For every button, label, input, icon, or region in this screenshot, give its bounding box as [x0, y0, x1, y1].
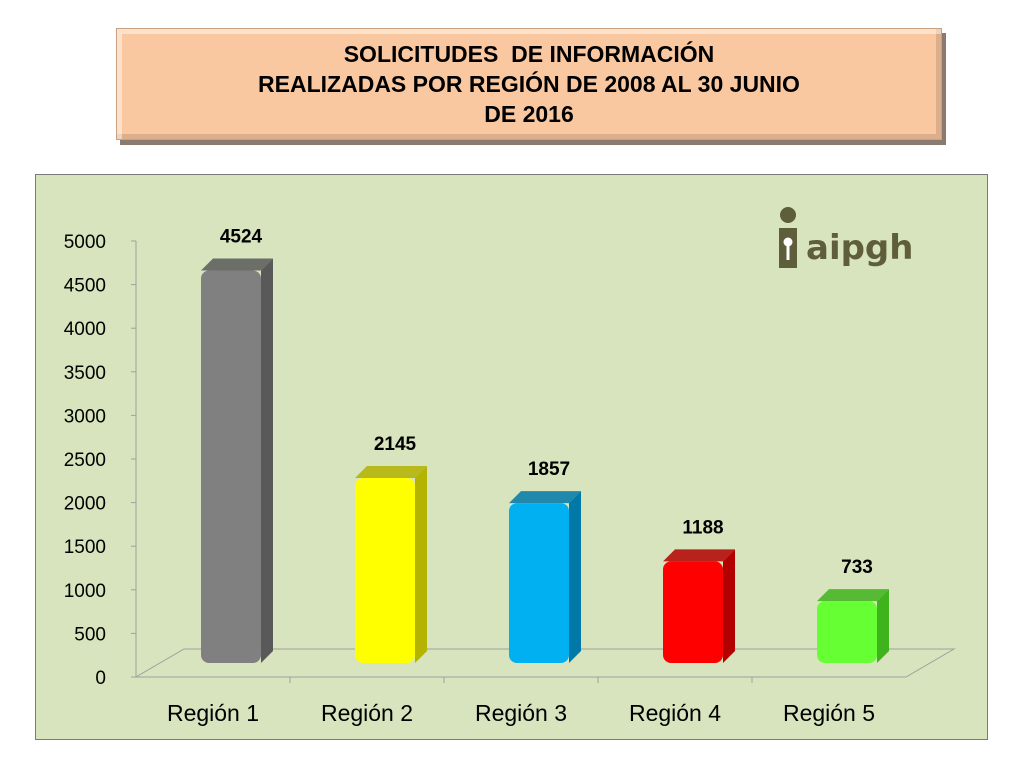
bar-side — [415, 465, 427, 663]
data-label: 1188 — [682, 517, 723, 538]
x-tick-label: Región 2 — [321, 700, 413, 726]
title-banner: SOLICITUDES DE INFORMACIÓN REALIZADAS PO… — [116, 28, 942, 140]
data-label: 733 — [841, 557, 873, 578]
logo-text: aipgh — [806, 228, 914, 268]
title-line-1: SOLICITUDES DE INFORMACIÓN — [343, 41, 715, 67]
y-tick-label: 1500 — [64, 537, 106, 558]
bar — [817, 601, 877, 663]
y-tick-label: 3000 — [64, 406, 106, 427]
y-tick-label: 4000 — [64, 319, 106, 340]
x-tick-label: Región 4 — [629, 700, 721, 726]
data-label: 1857 — [528, 459, 570, 480]
bar-side — [569, 491, 581, 663]
data-label: 2145 — [374, 434, 417, 455]
chart-floor — [134, 648, 956, 678]
bar-side — [877, 589, 889, 663]
title-line-3: DE 2016 — [484, 101, 574, 127]
info-person-icon — [779, 207, 797, 268]
bar-side — [723, 549, 735, 663]
bar — [509, 503, 569, 663]
bar-top — [355, 465, 427, 478]
bar-top — [663, 549, 735, 562]
y-tick-label: 2500 — [64, 450, 106, 471]
y-tick-label: 2000 — [64, 494, 106, 515]
y-tick-label: 3500 — [64, 363, 106, 384]
x-tick-label: Región 5 — [783, 700, 875, 726]
bar-chart: 0 500 1000 1500 2000 2500 3000 3500 4000 4500 5000… — [64, 227, 956, 726]
bar-side — [261, 258, 273, 663]
bar-top — [817, 589, 889, 602]
title-line-2: REALIZADAS POR REGIÓN DE 2008 AL 30 JUNI… — [258, 71, 800, 97]
bar-top — [201, 258, 273, 271]
bar — [201, 270, 261, 663]
y-tick-label: 5000 — [64, 232, 106, 253]
y-tick-label: 0 — [95, 668, 106, 689]
bar — [663, 561, 723, 663]
bar-top — [509, 491, 581, 504]
chart-area: 0 500 1000 1500 2000 2500 3000 3500 4000 4500 5000… — [35, 174, 988, 740]
y-tick-label: 4500 — [64, 276, 106, 297]
x-tick-label: Región 1 — [167, 700, 259, 726]
bar — [355, 477, 415, 663]
x-tick-label: Región 3 — [475, 700, 567, 726]
y-tick-label: 1000 — [64, 581, 106, 602]
data-label: 4524 — [220, 227, 263, 248]
y-tick-label: 500 — [74, 624, 106, 645]
